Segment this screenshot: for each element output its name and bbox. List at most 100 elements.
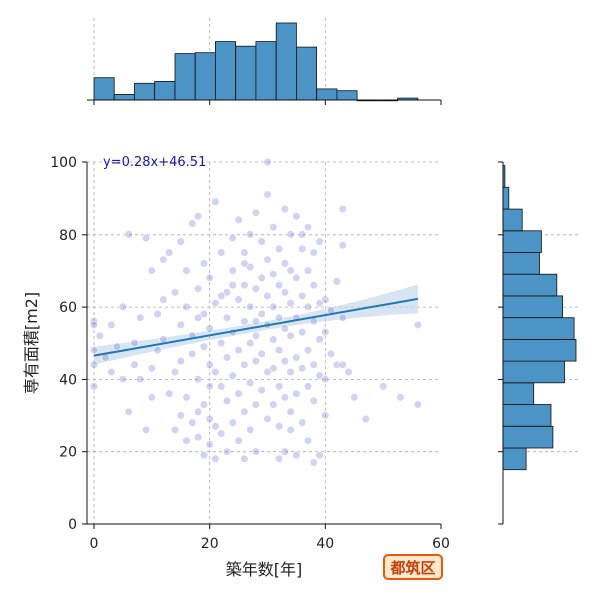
right-histogram-bar bbox=[502, 360, 565, 384]
y-tick-label-60: 60 bbox=[59, 300, 77, 316]
scatter-point bbox=[269, 223, 278, 232]
scatter-point bbox=[280, 324, 290, 333]
scatter-point bbox=[298, 418, 307, 427]
scatter-point bbox=[251, 331, 260, 340]
scatter-point bbox=[170, 425, 180, 435]
scatter-point bbox=[228, 418, 237, 427]
scatter-point bbox=[205, 360, 214, 369]
scatter-point bbox=[205, 440, 214, 449]
main-plot: y=0.28x+46.51 0 20 40 60 0 20 40 60 80 1… bbox=[22, 155, 450, 579]
x-tick-label-0: 0 bbox=[90, 536, 99, 552]
scatter-point bbox=[338, 205, 347, 214]
scatter-point bbox=[194, 313, 203, 322]
x-tick-label-20: 20 bbox=[201, 536, 219, 552]
right-histogram-bar bbox=[502, 317, 575, 340]
scatter-point bbox=[251, 447, 260, 456]
scatter-point bbox=[303, 223, 313, 232]
scatter-point bbox=[240, 317, 249, 326]
scatter-point bbox=[222, 313, 232, 322]
scatter-point bbox=[222, 396, 232, 406]
scatter-point bbox=[165, 248, 174, 257]
scatter-point bbox=[315, 451, 324, 460]
scatter-point bbox=[361, 414, 370, 424]
scatter-point bbox=[257, 349, 266, 359]
scatter-point bbox=[275, 422, 284, 431]
scatter-point bbox=[205, 324, 214, 333]
scatter-point bbox=[194, 375, 203, 384]
scatter-point bbox=[222, 353, 232, 362]
scatter-point bbox=[159, 295, 168, 304]
scatter-point bbox=[269, 335, 278, 344]
scatter-point bbox=[176, 237, 185, 246]
scatter-point bbox=[188, 349, 197, 359]
top-histogram-bar bbox=[214, 41, 236, 101]
scatter-point bbox=[217, 338, 226, 348]
top-histogram-bar bbox=[295, 46, 317, 101]
scatter-point bbox=[228, 233, 237, 243]
scatter-point bbox=[263, 190, 272, 199]
scatter-point bbox=[251, 357, 260, 366]
scatter-point bbox=[234, 295, 243, 304]
scatter-point bbox=[286, 425, 295, 435]
scatter-point bbox=[269, 302, 278, 311]
scatter-point bbox=[246, 230, 255, 239]
scatter-point bbox=[246, 378, 255, 387]
scatter-point bbox=[142, 233, 151, 243]
right-histogram bbox=[498, 161, 578, 525]
top-histogram-bar bbox=[154, 81, 176, 101]
scatter-point bbox=[124, 407, 133, 416]
scatter-point bbox=[275, 382, 284, 391]
scatter-point bbox=[321, 328, 330, 337]
scatter-point bbox=[199, 342, 208, 351]
top-histogram-bar bbox=[113, 94, 135, 101]
scatter-point bbox=[130, 338, 139, 348]
scatter-point bbox=[263, 291, 272, 301]
scatter-point bbox=[263, 255, 272, 264]
scatter-point bbox=[257, 237, 266, 246]
scatter-point bbox=[89, 360, 99, 369]
scatter-point bbox=[350, 393, 359, 402]
scatter-point bbox=[228, 266, 237, 275]
top-histogram-bar bbox=[255, 41, 277, 101]
y-tick-label-0: 0 bbox=[68, 517, 77, 533]
scatter-point bbox=[344, 367, 353, 377]
x-tick-label-60: 60 bbox=[432, 536, 450, 552]
scatter-points bbox=[89, 157, 423, 467]
scatter-point bbox=[257, 273, 266, 282]
right-histogram-bar bbox=[502, 273, 558, 297]
scatter-point bbox=[211, 197, 220, 206]
scatter-point bbox=[182, 436, 191, 445]
y-tick-label-100: 100 bbox=[50, 155, 77, 171]
scatter-point bbox=[205, 414, 214, 424]
scatter-point bbox=[309, 458, 318, 467]
scatter-point bbox=[240, 360, 249, 369]
scatter-point bbox=[396, 393, 405, 402]
scatter-point bbox=[263, 367, 272, 377]
right-histogram-bar bbox=[502, 425, 554, 449]
scatter-point bbox=[309, 281, 318, 290]
scatter-point bbox=[286, 331, 295, 340]
top-histogram bbox=[87, 18, 442, 105]
right-histogram-bar bbox=[502, 295, 563, 318]
scatter-point bbox=[251, 317, 260, 326]
scatter-point bbox=[170, 288, 180, 297]
y-axis-title: 専有面積[m2] bbox=[22, 292, 41, 394]
scatter-point bbox=[234, 346, 243, 355]
scatter-point bbox=[286, 230, 295, 239]
scatter-point bbox=[211, 367, 220, 377]
scatter-point bbox=[136, 313, 145, 322]
scatter-point bbox=[413, 320, 423, 330]
scatter-point bbox=[292, 273, 301, 282]
scatter-point bbox=[89, 346, 99, 355]
right-histogram-bar bbox=[502, 186, 510, 210]
scatter-point bbox=[292, 353, 301, 362]
scatter-point bbox=[413, 400, 423, 409]
scatter-point bbox=[188, 219, 197, 228]
scatter-point bbox=[199, 400, 208, 409]
regression-line bbox=[93, 297, 419, 357]
scatter-point bbox=[194, 284, 203, 293]
scatter-point bbox=[321, 411, 330, 420]
top-histogram-bar bbox=[336, 90, 358, 101]
scatter-point bbox=[176, 357, 185, 366]
top-histogram-bar bbox=[316, 88, 338, 101]
